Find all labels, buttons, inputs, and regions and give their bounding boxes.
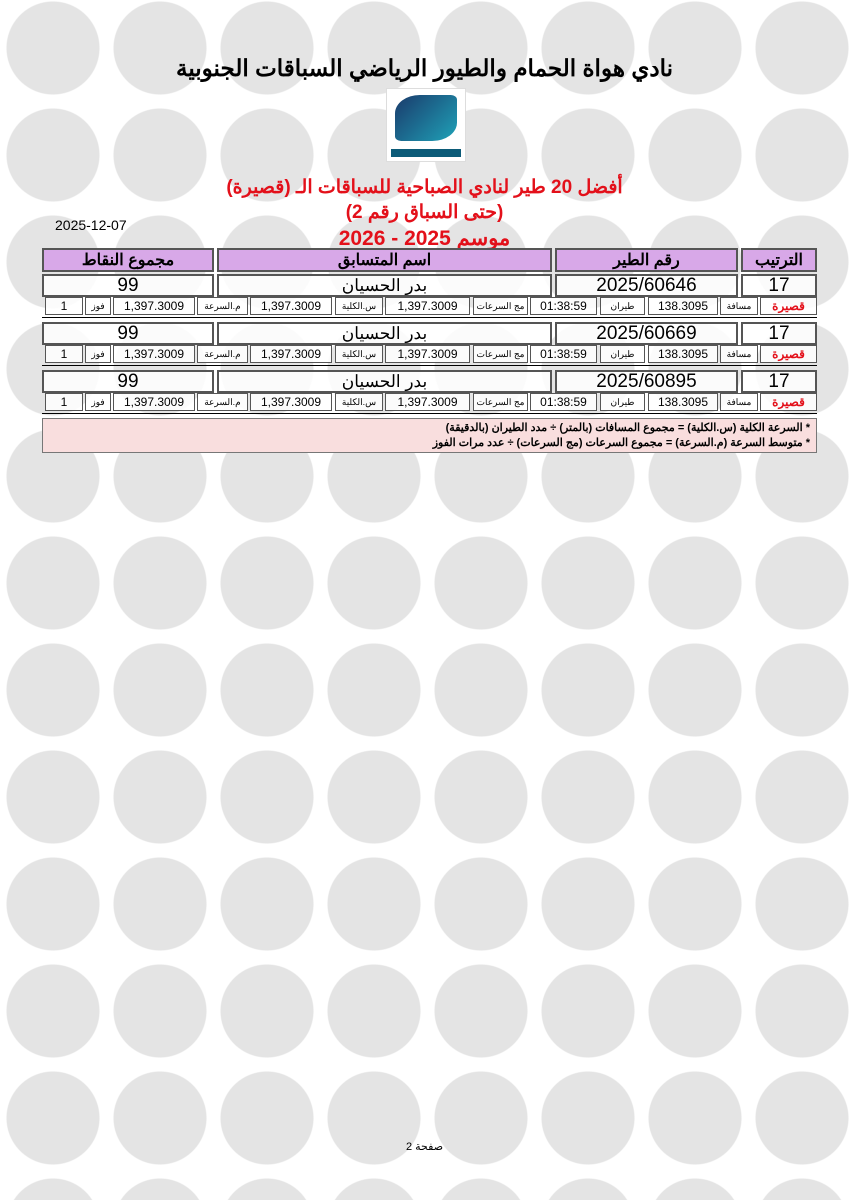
avg-speed-label: م.السرعة <box>197 393 248 411</box>
wins-label: فوز <box>85 345 111 363</box>
avg-speed-label: م.السرعة <box>197 345 248 363</box>
name-cell: بدر الحسيان <box>217 322 552 345</box>
avg-speed-value: 1,397.3009 <box>113 297 195 315</box>
speed-sum-label: مج السرعات <box>473 393 528 411</box>
distance-label: مسافة <box>720 345 758 363</box>
report-subheading: (حتى السباق رقم 2) <box>345 202 504 223</box>
speed-sum-label: مج السرعات <box>473 345 528 363</box>
total-speed-value: 1,397.3009 <box>250 393 332 411</box>
flight-value: 01:38:59 <box>530 393 597 411</box>
wins-value: 1 <box>45 393 83 411</box>
avg-speed-value: 1,397.3009 <box>113 393 195 411</box>
total-speed-value: 1,397.3009 <box>250 297 332 315</box>
points-cell: 99 <box>42 370 214 393</box>
name-cell: بدر الحسيان <box>217 274 552 297</box>
table-row: 17 2025/60669 بدر الحسيان 99 قصيرة مسافة 1… <box>0 322 849 366</box>
report-date: 2025-12-07 <box>55 217 127 233</box>
club-logo <box>386 88 466 162</box>
notes-box: * السرعة الكلية (س.الكلية) = مجموع المسا… <box>42 418 817 453</box>
season-label: موسم 2025 - 2026 <box>338 227 511 250</box>
speed-sum-value: 1,397.3009 <box>385 393 470 411</box>
flight-label: طيران <box>600 297 645 315</box>
page-number: صفحة 2 <box>405 1141 444 1153</box>
header-rank: الترتيب <box>741 248 817 272</box>
avg-speed-label: م.السرعة <box>197 297 248 315</box>
wins-label: فوز <box>85 297 111 315</box>
note-avg-speed: * متوسط السرعة (م.السرعة) = مجموع السرعا… <box>432 437 810 449</box>
wins-value: 1 <box>45 345 83 363</box>
speed-sum-value: 1,397.3009 <box>385 345 470 363</box>
distance-label: مسافة <box>720 393 758 411</box>
speed-sum-label: مج السرعات <box>473 297 528 315</box>
category-label: قصيرة <box>760 393 817 411</box>
wins-label: فوز <box>85 393 111 411</box>
category-label: قصيرة <box>760 345 817 363</box>
bird-cell: 2025/60895 <box>555 370 738 393</box>
rank-cell: 17 <box>741 322 817 345</box>
row-divider <box>42 413 817 414</box>
distance-label: مسافة <box>720 297 758 315</box>
table-row: 17 2025/60895 بدر الحسيان 99 قصيرة مسافة 1… <box>0 370 849 414</box>
total-speed-label: س.الكلية <box>335 393 383 411</box>
note-total-speed: * السرعة الكلية (س.الكلية) = مجموع المسا… <box>445 422 810 434</box>
category-label: قصيرة <box>760 297 817 315</box>
flight-label: طيران <box>600 345 645 363</box>
total-speed-label: س.الكلية <box>335 345 383 363</box>
bird-cell: 2025/60669 <box>555 322 738 345</box>
total-speed-value: 1,397.3009 <box>250 345 332 363</box>
avg-speed-value: 1,397.3009 <box>113 345 195 363</box>
points-cell: 99 <box>42 274 214 297</box>
header-points: مجموع النقاط <box>42 248 214 272</box>
points-cell: 99 <box>42 322 214 345</box>
rank-cell: 17 <box>741 370 817 393</box>
row-divider <box>42 317 817 318</box>
flight-value: 01:38:59 <box>530 345 597 363</box>
flight-value: 01:38:59 <box>530 297 597 315</box>
header-name: اسم المتسابق <box>217 248 552 272</box>
total-speed-label: س.الكلية <box>335 297 383 315</box>
wins-value: 1 <box>45 297 83 315</box>
report-heading: أفضل 20 طير لنادي الصباحية للسباقات الـ … <box>226 177 623 198</box>
header-bird: رقم الطير <box>555 248 738 272</box>
bird-cell: 2025/60646 <box>555 274 738 297</box>
table-row: 17 2025/60646 بدر الحسيان 99 قصيرة مسافة 1… <box>0 274 849 318</box>
speed-sum-value: 1,397.3009 <box>385 297 470 315</box>
row-divider <box>42 365 817 366</box>
club-title: نادي هواة الحمام والطيور الرياضي السباقا… <box>176 55 673 81</box>
flight-label: طيران <box>600 393 645 411</box>
name-cell: بدر الحسيان <box>217 370 552 393</box>
distance-value: 138.3095 <box>648 393 718 411</box>
distance-value: 138.3095 <box>648 297 718 315</box>
distance-value: 138.3095 <box>648 345 718 363</box>
rank-cell: 17 <box>741 274 817 297</box>
pigeon-icon <box>395 95 457 141</box>
table-header: الترتيب رقم الطير اسم المتسابق مجموع الن… <box>0 248 849 272</box>
